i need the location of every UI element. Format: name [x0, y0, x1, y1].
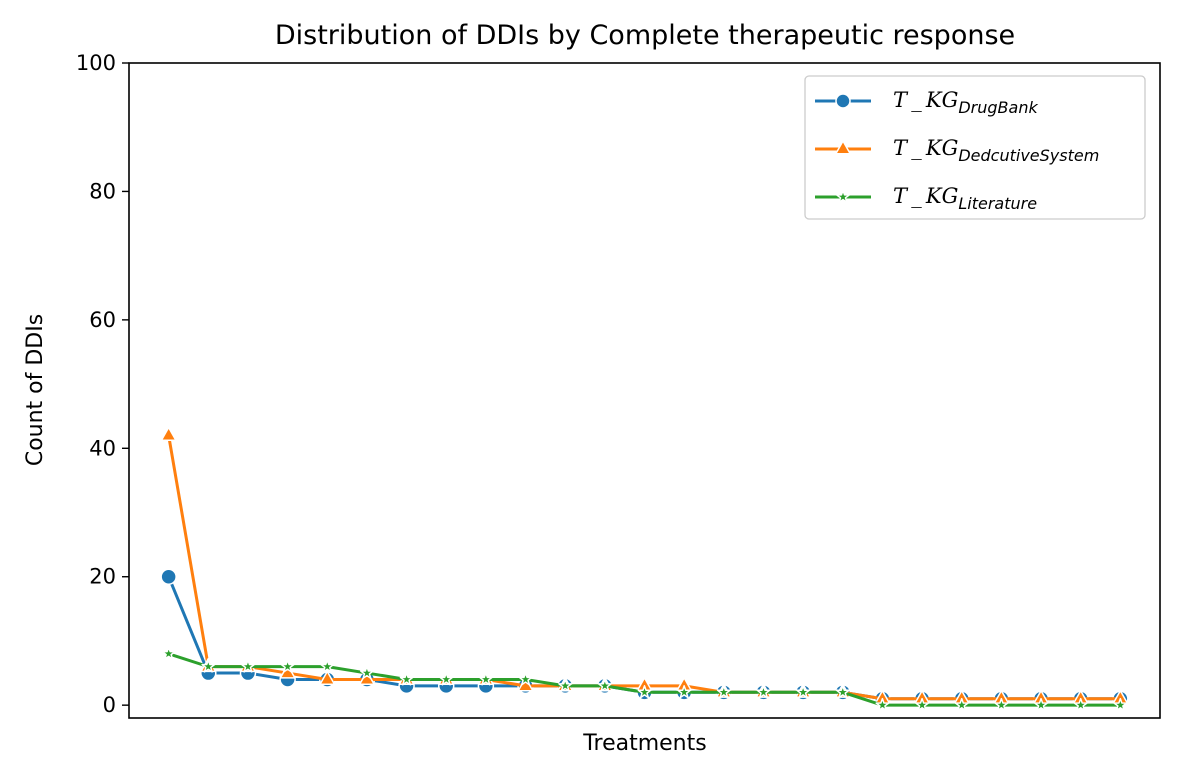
- data-point-Literature-25: [1113, 697, 1128, 712]
- legend-label-main: T _ KG: [893, 184, 958, 208]
- legend-label-DedcutiveSystem: T _ KGDedcutiveSystem: [893, 136, 1099, 165]
- data-point-Literature-6: [359, 665, 374, 680]
- data-point-Literature-16: [756, 685, 771, 699]
- legend-marker-DrugBank: [835, 93, 851, 109]
- data-point-Literature-24: [1073, 697, 1088, 712]
- legend-label-subscript: Literature: [958, 194, 1037, 213]
- data-point-Literature-4: [280, 659, 295, 673]
- data-point-Literature-13: [637, 685, 652, 699]
- legend-entry-DrugBank: T _ KGDrugBank: [815, 88, 1038, 117]
- data-point-Literature-1: [161, 646, 176, 660]
- legend-entry-DedcutiveSystem: T _ KGDedcutiveSystem: [815, 136, 1099, 165]
- y-tick-label-0: 0: [103, 693, 116, 717]
- y-tick-label-40: 40: [89, 436, 116, 460]
- data-point-Literature-19: [875, 697, 890, 712]
- x-axis-label: Treatments: [582, 731, 706, 756]
- data-point-Literature-15: [716, 685, 731, 699]
- legend-box: [804, 75, 1146, 220]
- legend-entry-Literature: T _ KGLiterature: [815, 184, 1037, 213]
- legend-label-Literature: T _ KGLiterature: [893, 184, 1037, 213]
- data-point-Literature-3: [241, 659, 255, 673]
- data-point-Literature-14: [677, 685, 692, 699]
- legend-label-subscript: DedcutiveSystem: [958, 146, 1099, 165]
- y-tick-label-100: 100: [76, 51, 116, 75]
- data-point-Literature-21: [954, 697, 969, 712]
- data-point-Literature-11: [558, 678, 573, 692]
- data-point-Literature-17: [796, 685, 811, 699]
- data-point-Literature-12: [597, 678, 612, 692]
- data-point-DedcutiveSystem-5: [319, 670, 336, 686]
- data-point-Literature-20: [915, 697, 930, 712]
- legend-label-DrugBank: T _ KGDrugBank: [893, 88, 1038, 117]
- y-tick-label-80: 80: [89, 179, 116, 203]
- legend-label-subscript: DrugBank: [958, 98, 1038, 117]
- y-tick-label-60: 60: [89, 308, 116, 332]
- data-point-Literature-9: [478, 672, 493, 686]
- series-layer: [160, 426, 1129, 712]
- legend-label-main: T _ KG: [893, 136, 958, 160]
- data-point-Literature-22: [994, 697, 1009, 712]
- y-axis-label: Count of DDIs: [23, 314, 48, 466]
- series-Literature: [161, 646, 1128, 712]
- data-point-Literature-5: [320, 659, 335, 673]
- data-point-Literature-8: [439, 672, 454, 686]
- data-point-DedcutiveSystem-1: [160, 426, 177, 442]
- chart-title: Distribution of DDIs by Complete therape…: [275, 20, 1015, 51]
- data-point-Literature-18: [835, 685, 850, 699]
- data-point-Literature-2: [201, 659, 216, 673]
- data-point-Literature-7: [399, 672, 414, 686]
- legend-marker-Literature: [836, 189, 850, 204]
- axes: 0 20 40 60 80 100: [76, 51, 1161, 719]
- plot-frame: [128, 62, 1161, 719]
- data-point-Literature-23: [1034, 697, 1048, 712]
- data-point-Literature-10: [518, 672, 533, 686]
- data-point-DrugBank-1: [160, 568, 177, 585]
- y-tick-label-20: 20: [89, 565, 116, 589]
- legend-marker-DedcutiveSystem: [835, 140, 851, 155]
- legend-label-main: T _ KG: [893, 88, 958, 112]
